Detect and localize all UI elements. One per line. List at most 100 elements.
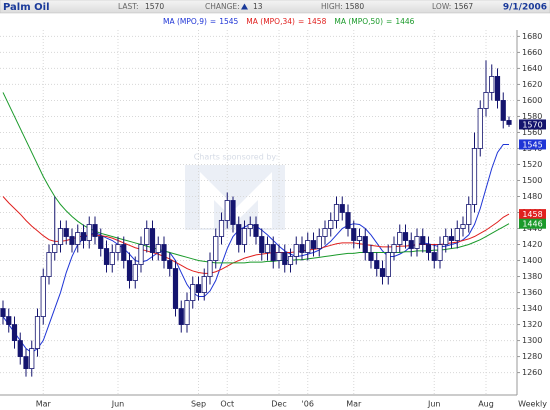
candle-body (86, 224, 92, 241)
legend-name: MA (MPO,50) (334, 17, 383, 26)
candle-body (29, 348, 35, 369)
candle-body (230, 200, 236, 225)
candle-body (287, 256, 294, 265)
candle-body (276, 252, 282, 261)
candle-body (454, 228, 460, 241)
y-tick-label: 1640 (522, 64, 542, 73)
candle-body (374, 260, 380, 269)
value-badge-label: 1545 (522, 140, 542, 149)
watermark-logo-m (200, 172, 272, 228)
legend-name: MA (MPO,9) (163, 17, 207, 26)
up-arrow-icon (241, 3, 248, 10)
candle-body (224, 200, 230, 221)
chart-title: Palm Oil (3, 2, 50, 13)
candle-body (40, 276, 46, 317)
candle-body (23, 356, 29, 369)
frequency-label: Weekly (518, 400, 547, 409)
candle-body (351, 228, 357, 241)
value-badge (519, 218, 546, 229)
legend-value: 1446 (395, 17, 414, 26)
low-value: 1567 (454, 2, 473, 11)
y-tick-label: 1660 (522, 48, 542, 57)
candle-body (431, 252, 437, 261)
x-tick-label: Aug (478, 400, 494, 409)
candle-body (305, 240, 311, 253)
candle-body (489, 76, 495, 93)
candle-body (207, 260, 213, 277)
candle-body (57, 228, 64, 245)
change-label: CHANGE: (205, 2, 240, 11)
candle-body (167, 260, 173, 269)
x-tick-label: Mar (346, 400, 362, 409)
candle-body (460, 224, 466, 229)
candle-body (397, 232, 403, 245)
value-badge-label: 1458 (522, 210, 542, 219)
candle-body (425, 244, 432, 253)
candle-body (322, 228, 328, 237)
candle-body (328, 220, 334, 229)
candle-body (144, 228, 150, 245)
y-tick-label: 1580 (522, 112, 542, 121)
legend-separator: = (210, 17, 216, 26)
candle-body (362, 236, 368, 253)
candle-body (161, 244, 167, 261)
x-tick-label: Sep (191, 400, 206, 409)
candle-body (356, 236, 363, 241)
candle-body (6, 316, 12, 325)
candle-body (126, 260, 133, 281)
candle-body (138, 244, 144, 265)
candle-body (34, 316, 41, 349)
legend-value: 1545 (219, 17, 238, 26)
y-tick-label: 1400 (522, 256, 542, 265)
candle-body (184, 300, 190, 325)
candle-body (310, 240, 317, 249)
candle-body (17, 340, 23, 357)
y-tick-label: 1680 (522, 32, 542, 41)
chart-date: 9/1/2006 (503, 3, 547, 13)
candle-body (132, 264, 138, 281)
candle-body (109, 252, 115, 265)
candle-body (333, 204, 340, 221)
candle-body (437, 244, 443, 261)
candle-body (500, 100, 506, 121)
candle-body (178, 308, 184, 325)
candle-body (0, 308, 6, 317)
y-tick-label: 1420 (522, 240, 542, 249)
candle-body (402, 232, 409, 241)
candle-body (155, 244, 161, 253)
candle-body (92, 224, 98, 237)
watermark-text: Charts sponsored by: (194, 153, 279, 162)
candle-body (466, 204, 472, 225)
y-tick-label: 1360 (522, 288, 542, 297)
candle-body (483, 92, 489, 109)
value-badge (519, 119, 546, 130)
x-tick-label: Jun (427, 400, 441, 409)
candle-body (103, 248, 110, 265)
candle-body (379, 268, 386, 277)
y-tick-label: 1480 (522, 192, 542, 201)
candle-body (149, 228, 156, 253)
candle-body (213, 236, 219, 261)
last-label: LAST: (118, 2, 139, 11)
y-tick-label: 1620 (522, 80, 542, 89)
low-label: LOW: (432, 2, 451, 11)
candle-body (259, 236, 265, 253)
candle-body (195, 284, 202, 293)
legend-separator: = (298, 17, 304, 26)
candle-body (299, 244, 305, 253)
candle-body (253, 224, 259, 237)
x-tick-label: '06 (302, 400, 314, 409)
candle-body (80, 232, 87, 241)
candle-body (471, 148, 478, 205)
y-tick-label: 1300 (522, 336, 542, 345)
candle-body (282, 252, 288, 265)
candle-body (264, 244, 271, 253)
x-tick-label: Jun (111, 400, 125, 409)
high-label: HIGH: (321, 2, 343, 11)
value-badge (519, 209, 546, 220)
candle-body (448, 236, 455, 241)
candle-body (115, 244, 121, 253)
x-tick-label: Dec (271, 400, 286, 409)
candle-body (345, 212, 351, 229)
candle-body (218, 220, 225, 237)
